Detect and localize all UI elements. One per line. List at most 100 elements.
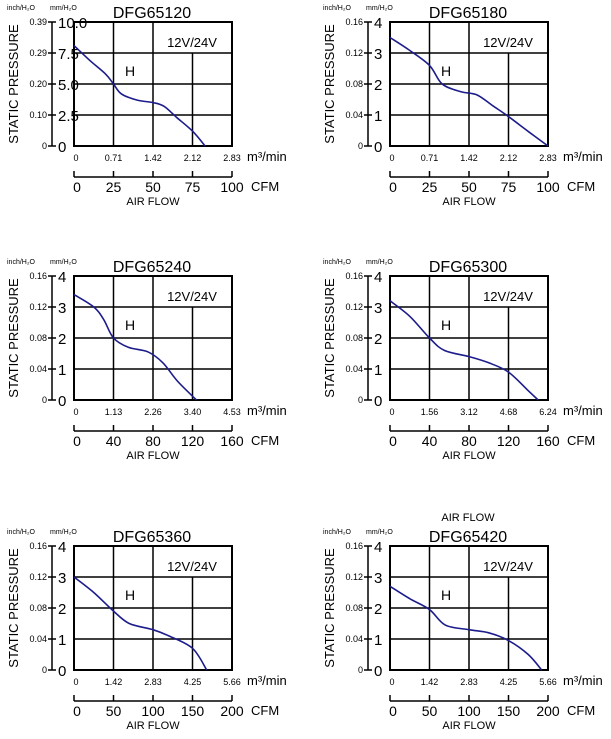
mm-tick-label: 3	[58, 570, 66, 587]
m3-tick-label: 0	[73, 677, 78, 687]
mm-tick-label: 3	[374, 300, 382, 317]
inch-tick-label: 0.12	[345, 572, 363, 582]
curve-label: H	[441, 587, 451, 603]
cfm-tick-label: 40	[422, 433, 438, 449]
inch-unit-label: inch/H₂O	[7, 259, 36, 266]
m3-tick-label: 4.53	[223, 407, 241, 417]
mm-tick-label: 2	[58, 601, 66, 618]
mm-unit-label: mm/H₂O	[50, 5, 77, 12]
cfm-tick-label: 100	[536, 179, 560, 195]
cfm-tick-label: 50	[461, 179, 477, 195]
y-axis-label: STATIC PRESSURE	[322, 24, 337, 144]
inch-tick-label: 0.10	[29, 110, 47, 120]
m3-tick-label: 1.42	[421, 677, 439, 687]
m3-tick-label: 4.25	[500, 677, 518, 687]
mm-tick-label: 1	[374, 108, 382, 125]
inch-tick-label: 0.16	[29, 541, 47, 551]
x-axis-label: AIR FLOW	[442, 196, 496, 208]
cfm-tick-label: 80	[145, 433, 161, 449]
inch-tick-label: 0	[358, 395, 363, 405]
m3-tick-label: 0.71	[421, 153, 439, 163]
curve-label: H	[441, 317, 451, 333]
m3-tick-label: 2.83	[223, 153, 241, 163]
x-axis-label: AIR FLOW	[442, 720, 496, 732]
inch-unit-label: inch/H₂O	[7, 529, 36, 536]
cfm-tick-label: 25	[422, 179, 438, 195]
inch-tick-label: 0.16	[345, 541, 363, 551]
curve-label: H	[125, 317, 135, 333]
mm-tick-label: 4	[58, 269, 66, 286]
y-axis-label: STATIC PRESSURE	[6, 24, 21, 144]
m3-tick-label: 2.83	[539, 153, 557, 163]
mm-tick-label: 2	[374, 331, 382, 348]
cfm-tick-label: 50	[106, 703, 122, 719]
inch-tick-label: 0.04	[29, 364, 47, 374]
mm-tick-label: 4	[374, 269, 382, 286]
m3-tick-label: 5.66	[223, 677, 241, 687]
inch-unit-label: inch/H₂O	[323, 5, 352, 12]
cfm-tick-label: 100	[220, 179, 244, 195]
m3-tick-label: 0	[73, 153, 78, 163]
chart-title: DFG65120	[113, 5, 191, 22]
m3-tick-label: 4.25	[184, 677, 202, 687]
cfm-tick-label: 160	[536, 433, 560, 449]
inch-tick-label: 0.20	[29, 79, 47, 89]
cfm-tick-label: 25	[106, 179, 122, 195]
pq-curve-h	[389, 585, 543, 671]
cfm-tick-label: 100	[457, 703, 481, 719]
mm-tick-label: 5.0	[58, 77, 79, 94]
curve-label: H	[125, 63, 135, 79]
chart-dfg65120: inch/H₂O mm/H₂O DFG65120 STATIC PRESSURE 12V…	[6, 5, 287, 208]
chart-title: DFG65300	[429, 259, 507, 276]
mm-tick-label: 0	[58, 393, 66, 410]
chart-dfg65420: inch/H₂O mm/H₂O DFG65420 STATIC PRESSURE 12V…	[322, 529, 603, 732]
m3-tick-label: 3.12	[460, 407, 478, 417]
inch-tick-label: 0.08	[345, 603, 363, 613]
m3-unit-label: m³/min	[247, 149, 287, 164]
voltage-label: 12V/24V	[483, 559, 533, 574]
cfm-tick-label: 0	[389, 433, 397, 449]
voltage-label: 12V/24V	[483, 289, 533, 304]
mm-tick-label: 4	[374, 539, 382, 556]
chart-title: DFG65240	[113, 259, 191, 276]
m3-unit-label: m³/min	[563, 673, 603, 688]
cfm-unit-label: CFM	[567, 703, 595, 718]
m3-tick-label: 2.26	[144, 407, 162, 417]
voltage-label: 12V/24V	[167, 559, 217, 574]
mm-tick-label: 3	[58, 300, 66, 317]
cfm-tick-label: 200	[220, 703, 244, 719]
mm-tick-label: 1	[58, 632, 66, 649]
curve-label: H	[125, 587, 135, 603]
mm-tick-label: 7.5	[58, 46, 79, 63]
chart-title: DFG65180	[429, 5, 507, 22]
m3-unit-label: m³/min	[563, 149, 603, 164]
inch-tick-label: 0.29	[29, 48, 47, 58]
x-axis-label: AIR FLOW	[442, 450, 496, 462]
cfm-tick-label: 80	[461, 433, 477, 449]
m3-tick-label: 1.13	[105, 407, 123, 417]
cfm-tick-label: 160	[220, 433, 244, 449]
mm-tick-label: 1	[374, 362, 382, 379]
mm-tick-label: 3	[374, 46, 382, 63]
mm-tick-label: 0	[374, 139, 382, 156]
cfm-unit-label: CFM	[567, 433, 595, 448]
cfm-tick-label: 0	[389, 179, 397, 195]
chart-title: DFG65420	[429, 529, 507, 546]
inch-tick-label: 0	[42, 395, 47, 405]
inch-tick-label: 0	[358, 141, 363, 151]
voltage-label: 12V/24V	[167, 35, 217, 50]
inch-tick-label: 0.12	[29, 302, 47, 312]
mm-unit-label: mm/H₂O	[366, 259, 393, 266]
cfm-tick-label: 50	[145, 179, 161, 195]
voltage-label: 12V/24V	[483, 35, 533, 50]
inch-unit-label: inch/H₂O	[7, 5, 36, 12]
cfm-tick-label: 120	[497, 433, 521, 449]
m3-tick-label: 0.71	[105, 153, 123, 163]
inch-tick-label: 0.39	[29, 17, 47, 27]
m3-unit-label: m³/min	[247, 673, 287, 688]
chart-dfg65240: inch/H₂O mm/H₂O DFG65240 STATIC PRESSURE 12V…	[6, 259, 287, 462]
cfm-tick-label: 0	[389, 703, 397, 719]
cfm-unit-label: CFM	[567, 179, 595, 194]
mm-tick-label: 0	[374, 393, 382, 410]
